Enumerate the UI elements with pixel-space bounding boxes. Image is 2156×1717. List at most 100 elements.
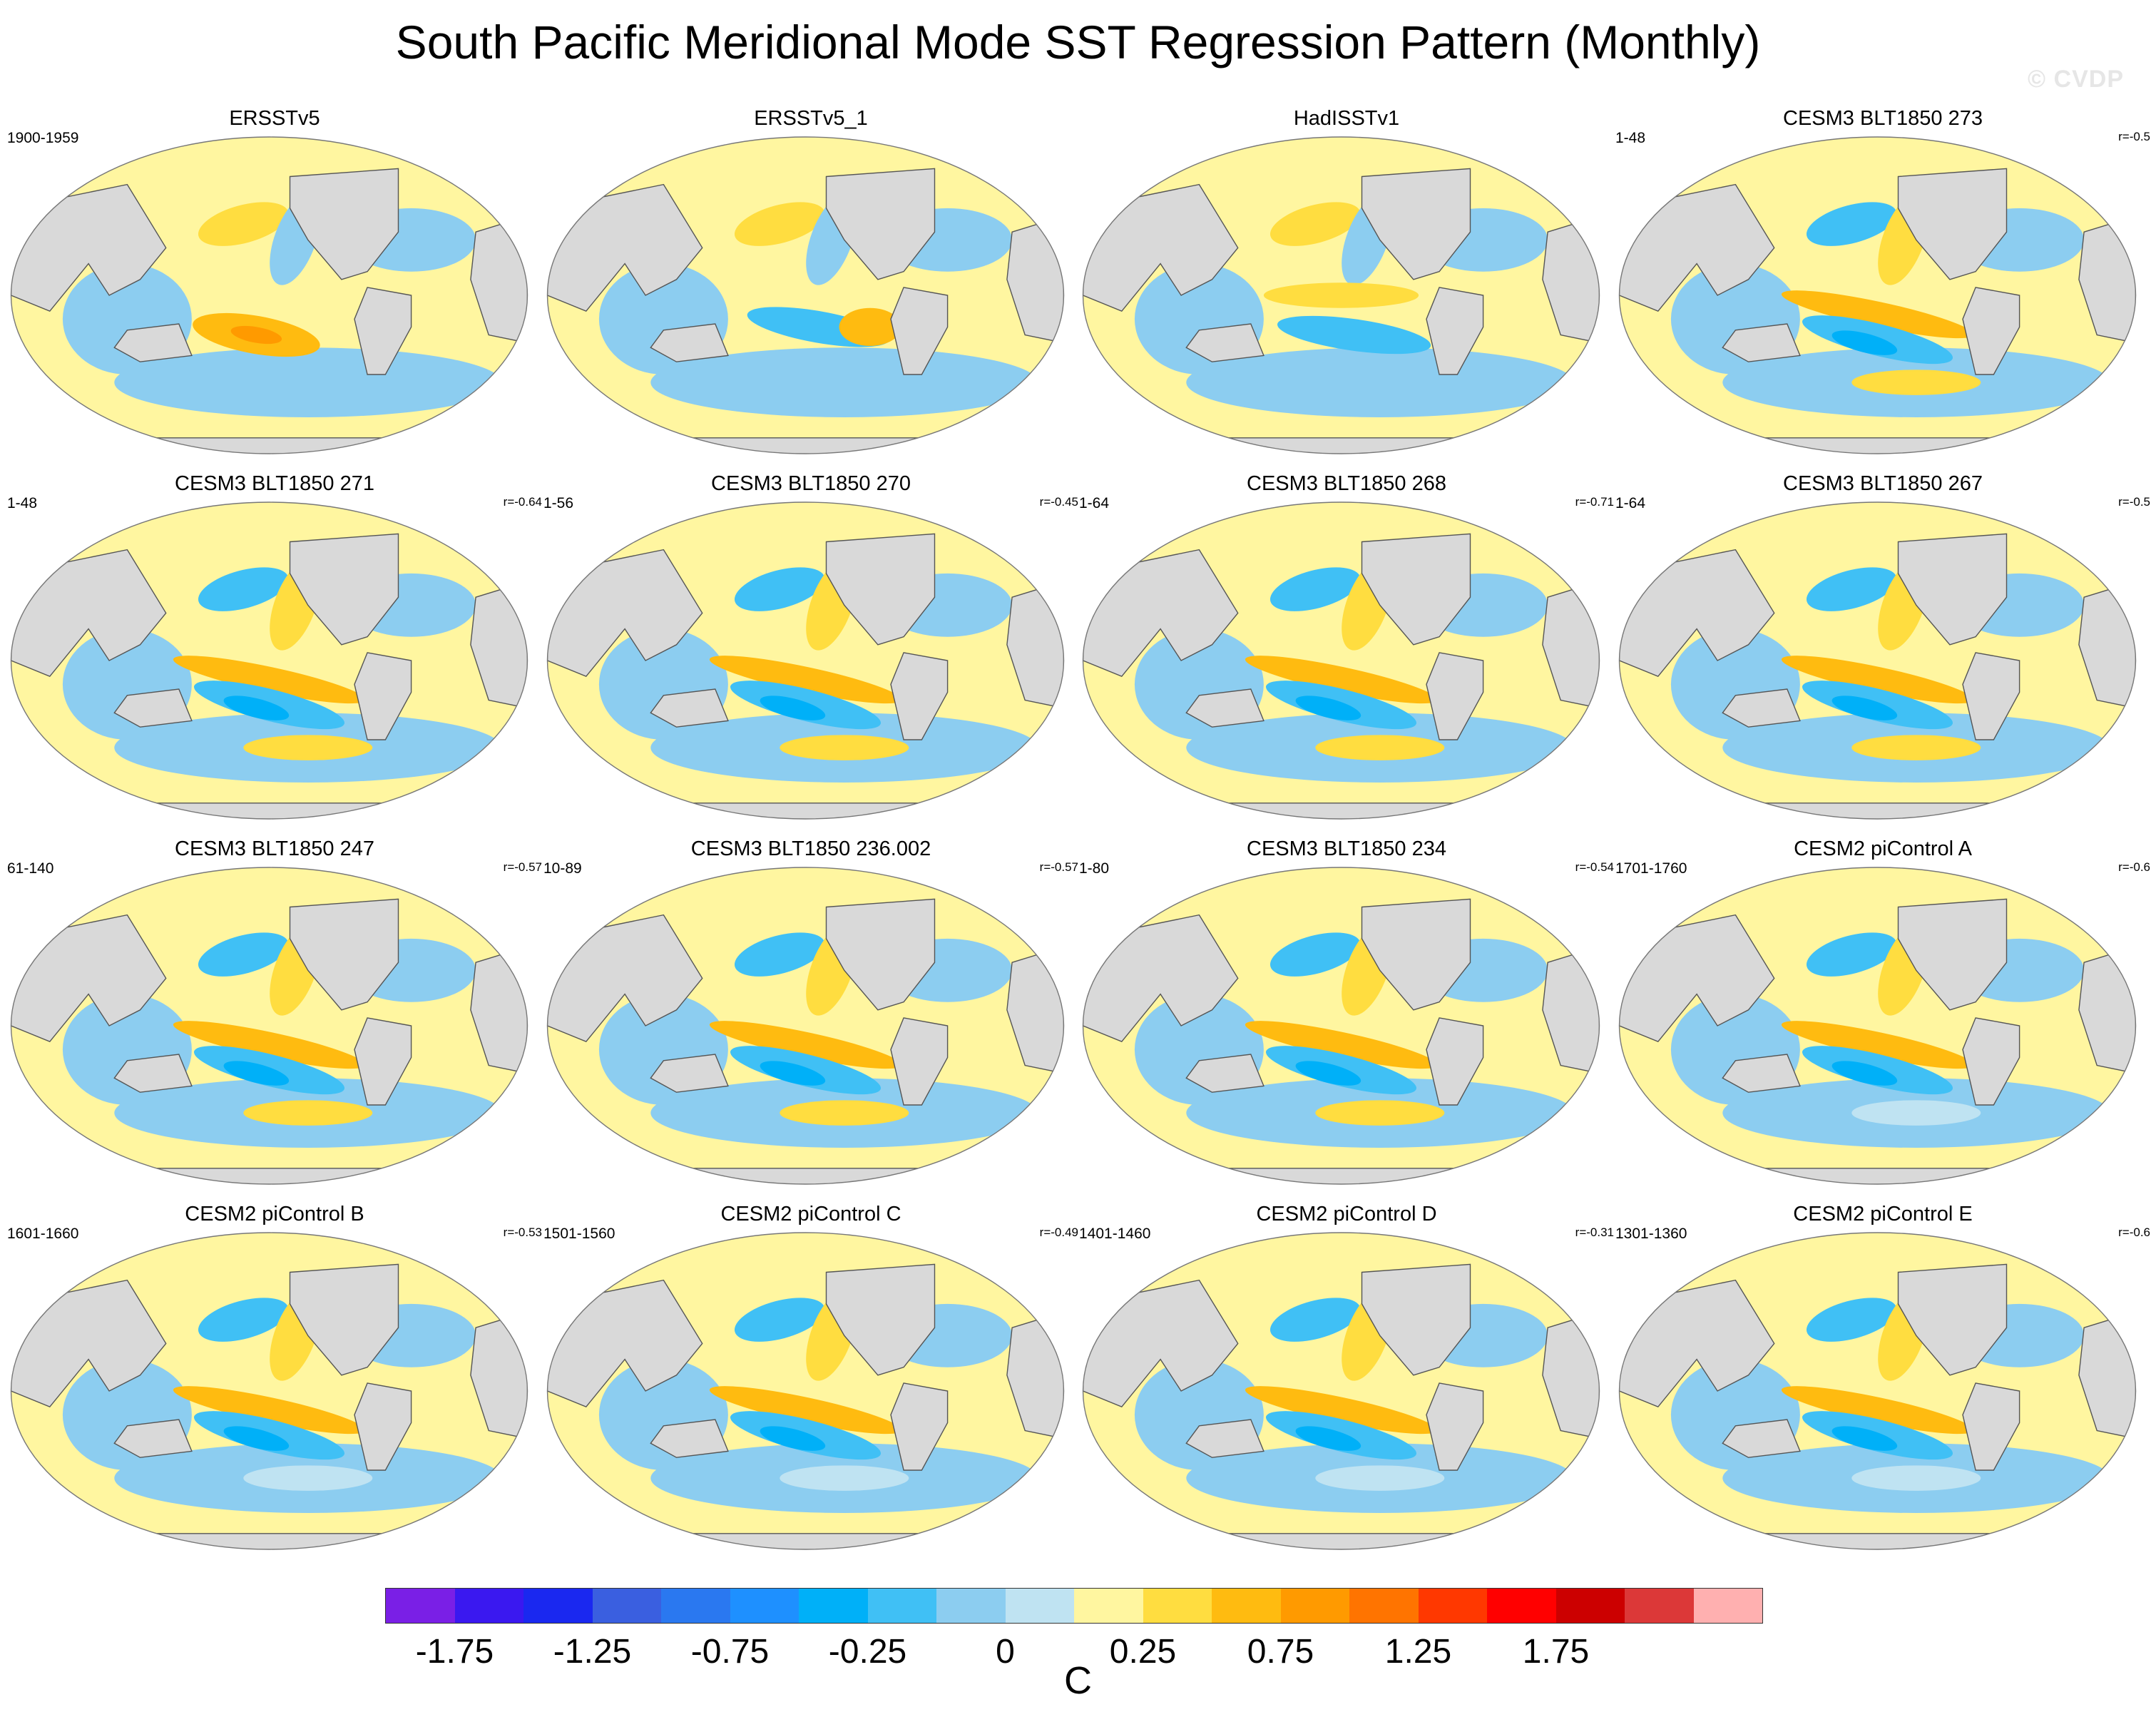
map-panel: CESM3 BLT1850 234 1-80 r=-0.54 <box>1079 836 1614 1190</box>
colorbar: -1.75 -1.25 -0.75 -0.25 0 0.25 0.75 1.25 1.75 <box>385 1588 1763 1671</box>
map-outline <box>10 136 528 454</box>
continent-antarctica <box>11 1168 528 1184</box>
panel-title: CESM2 piControl B <box>185 1203 364 1226</box>
sst-positive-band <box>173 1021 366 1069</box>
panel-title: CESM3 BLT1850 267 <box>1783 472 1983 495</box>
sst-south-anomaly <box>1851 1100 1981 1126</box>
continent-antarctica <box>1619 1533 2136 1549</box>
colorbar-tick-label: 0 <box>996 1633 1015 1671</box>
continent-asia <box>1619 914 1775 1043</box>
panel-years: 1601-1660 <box>7 1226 79 1242</box>
continent-south-america <box>354 652 412 740</box>
sst-north-pacific-anomaly <box>1269 202 1361 246</box>
map-panel: CESM2 piControl D 1401-1460 r=-0.31 <box>1079 1201 1614 1555</box>
colorbar-tick-label: 1.75 <box>1522 1633 1590 1671</box>
continent-asia <box>11 183 167 312</box>
sst-negative-core <box>223 1061 290 1086</box>
sst-regression-map <box>1082 1232 1600 1550</box>
continent-north-america <box>825 1263 936 1376</box>
continent-south-america <box>1962 1382 2020 1471</box>
sst-south-anomaly <box>243 735 373 760</box>
continent-australia <box>113 1054 193 1093</box>
sst-south-anomaly <box>780 1465 909 1491</box>
continent-australia <box>1185 1054 1265 1093</box>
continent-north-america <box>825 168 936 280</box>
sst-north-pacific-anomaly <box>1269 567 1361 611</box>
panel-title: CESM2 piControl D <box>1256 1203 1437 1226</box>
colorbar-swatch <box>592 1589 661 1623</box>
sst-regression-map <box>1618 867 2137 1185</box>
continent-asia <box>1083 1279 1239 1408</box>
sst-north-pacific-anomaly <box>198 932 289 977</box>
map-outline <box>1082 867 1600 1185</box>
sst-positive-band <box>709 656 902 704</box>
colorbar-swatch <box>730 1589 799 1623</box>
sst-south-anomaly <box>243 1465 373 1491</box>
sst-north-pacific-anomaly <box>1269 1298 1361 1342</box>
continent-australia <box>1185 688 1265 728</box>
continent-asia <box>11 914 167 1043</box>
continent-asia <box>1083 183 1239 312</box>
map-outline <box>1082 1232 1600 1550</box>
continent-antarctica <box>547 1168 1064 1184</box>
colorbar-swatch <box>661 1589 730 1623</box>
colorbar-tick-label: -1.25 <box>553 1633 632 1671</box>
continent-antarctica <box>1083 1533 1600 1549</box>
sst-regression-map <box>546 867 1065 1185</box>
panel-correlation: r=-0.49 <box>1039 1226 1078 1239</box>
continent-asia <box>547 549 703 678</box>
sst-south-anomaly <box>1315 1100 1445 1126</box>
map-panel: CESM3 BLT1850 273 1-48 r=-0.5 <box>1615 106 2150 459</box>
continent-australia <box>113 323 193 362</box>
continent-asia <box>11 1279 167 1408</box>
sst-south-anomaly <box>243 1100 373 1126</box>
continent-australia <box>1722 1054 1801 1093</box>
sst-north-pacific-anomaly <box>734 202 825 246</box>
sst-regression-map <box>1082 867 1600 1185</box>
panel-years: 1401-1460 <box>1079 1226 1151 1242</box>
panel-title: CESM3 BLT1850 273 <box>1783 107 1983 130</box>
sst-negative-region <box>650 347 1038 417</box>
sst-north-pacific-anomaly <box>1806 567 1897 611</box>
colorbar-swatch <box>1487 1589 1556 1623</box>
map-outline <box>10 1232 528 1550</box>
map-panel: CESM3 BLT1850 247 61-140 r=-0.57 <box>7 836 542 1190</box>
sst-regression-map <box>546 501 1065 820</box>
map-outline <box>546 136 1065 454</box>
sst-negative-core <box>1295 696 1361 720</box>
panel-title: ERSSTv5_1 <box>754 107 868 130</box>
panel-title: CESM3 BLT1850 234 <box>1247 837 1446 860</box>
continent-asia <box>1083 914 1239 1043</box>
continent-antarctica <box>11 437 528 454</box>
map-outline <box>546 1232 1065 1550</box>
sst-north-pacific-anomaly <box>1806 932 1897 977</box>
panel-title: CESM3 BLT1850 270 <box>711 472 911 495</box>
page-title: South Pacific Meridional Mode SST Regres… <box>395 16 1761 68</box>
panel-years: 1-64 <box>1615 495 1646 511</box>
panel-correlation: r=-0.64 <box>503 495 542 509</box>
panel-years: 1501-1560 <box>543 1226 615 1242</box>
panel-years: 1701-1760 <box>1615 860 1687 877</box>
continent-north-america <box>289 898 399 1011</box>
sst-negative-core <box>1831 1061 1898 1086</box>
map-panel: CESM3 BLT1850 271 1-48 r=-0.64 <box>7 471 542 825</box>
sst-regression-map <box>1618 1232 2137 1550</box>
colorbar-swatch <box>799 1589 868 1623</box>
continent-asia <box>1619 183 1775 312</box>
sst-negative-tongue <box>1277 315 1431 355</box>
continent-south-america <box>354 1017 412 1106</box>
map-outline <box>1618 501 2137 820</box>
continent-south-america <box>354 1382 412 1471</box>
continent-south-america <box>890 652 949 740</box>
panel-years: 1-56 <box>543 495 574 511</box>
colorbar-swatch <box>1212 1589 1281 1623</box>
sst-positive-band <box>1245 1386 1438 1435</box>
continent-south-america <box>890 1382 949 1471</box>
continent-south-america <box>890 287 949 375</box>
panel-correlation: r=-0.57 <box>1039 860 1078 874</box>
continent-australia <box>650 323 729 362</box>
sst-south-anomaly <box>1851 370 1981 395</box>
continent-antarctica <box>11 803 528 819</box>
sst-regression-map <box>1618 501 2137 820</box>
continent-australia <box>650 1054 729 1093</box>
